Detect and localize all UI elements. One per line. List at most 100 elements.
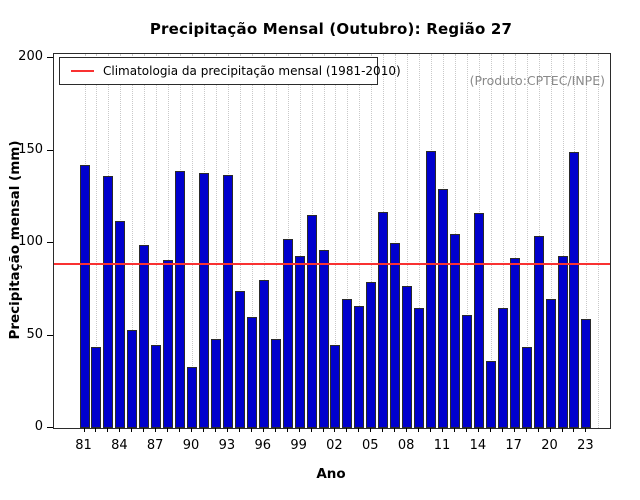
gridline [466, 54, 468, 428]
gridline [359, 54, 361, 428]
x-tick-label: 96 [254, 438, 272, 453]
climatology-line [54, 263, 610, 266]
x-tick [131, 428, 133, 432]
gridline [514, 54, 516, 428]
x-tick [406, 428, 408, 432]
bar-2000 [306, 215, 317, 428]
bar-2016 [497, 307, 508, 428]
x-tick [298, 428, 300, 432]
x-tick [155, 428, 157, 432]
x-tick-label: 90 [182, 438, 200, 453]
gridline [239, 54, 241, 428]
y-axis-title: Precipitação mensal (mm) [7, 140, 23, 340]
gridline [144, 54, 146, 428]
y-tick [47, 334, 53, 336]
x-tick [203, 428, 204, 432]
x-tick-label: 05 [362, 438, 379, 453]
x-axis-title: Ano [316, 466, 346, 482]
x-tick [537, 428, 539, 432]
gridline [550, 54, 552, 428]
bar-1992 [210, 339, 221, 428]
x-tick-label: 23 [577, 438, 594, 453]
bar-2020 [545, 298, 556, 428]
bar-1982 [91, 346, 102, 428]
gridline [275, 54, 277, 428]
gridline [347, 54, 349, 428]
bar-1996 [258, 280, 269, 428]
bar-2023 [581, 318, 592, 428]
x-tick [382, 428, 384, 432]
gridline [323, 54, 325, 428]
legend-line-sample [71, 70, 94, 72]
x-tick [226, 428, 228, 432]
gridline [251, 54, 253, 428]
bar-1983 [103, 176, 114, 428]
bar-2001 [318, 250, 329, 428]
x-tick [167, 428, 169, 432]
x-tick [561, 428, 563, 432]
gridline [96, 54, 98, 428]
gridline [371, 54, 373, 428]
x-tick [358, 428, 360, 432]
x-tick [442, 428, 443, 432]
gridline [562, 54, 564, 428]
plot-area [53, 53, 611, 429]
gridline [502, 54, 504, 428]
bar-1988 [163, 259, 174, 428]
x-tick [143, 428, 145, 432]
y-tick [47, 427, 53, 428]
gridline [586, 54, 588, 428]
bar-2002 [330, 344, 341, 428]
bar-1994 [234, 291, 245, 428]
gridline [419, 54, 421, 428]
x-tick [238, 428, 240, 432]
bar-2017 [509, 257, 520, 428]
bar-2008 [402, 285, 413, 428]
x-tick [107, 428, 109, 432]
gridline [263, 54, 265, 428]
bar-1989 [175, 170, 186, 428]
y-tick-label: 150 [18, 141, 43, 157]
x-tick [250, 428, 252, 432]
bar-1995 [246, 317, 257, 428]
gridline [132, 54, 134, 428]
chart-title: Precipitação Mensal (Outubro): Região 27 [149, 20, 513, 38]
bar-2012 [449, 233, 460, 428]
x-tick-label: 08 [397, 438, 415, 453]
x-tick [525, 428, 527, 432]
x-tick [119, 428, 121, 432]
x-tick [322, 428, 324, 432]
x-tick [286, 428, 288, 432]
bar-2014 [473, 213, 484, 428]
y-tick-label: 50 [26, 326, 43, 342]
x-tick [346, 428, 348, 432]
bar-1981 [79, 165, 90, 428]
x-tick-label: 20 [541, 438, 558, 453]
x-tick-label: 02 [326, 438, 343, 453]
bar-1990 [187, 366, 198, 428]
x-tick [465, 428, 467, 432]
x-tick [489, 428, 491, 432]
x-tick [573, 428, 575, 432]
bar-2009 [414, 307, 425, 428]
bar-1999 [294, 255, 305, 428]
bar-2004 [354, 305, 365, 428]
bar-2013 [461, 315, 472, 428]
x-tick [370, 428, 372, 432]
x-tick [214, 428, 216, 432]
x-tick [95, 428, 97, 432]
x-tick [274, 428, 276, 432]
x-tick [418, 428, 420, 432]
x-tick [191, 428, 193, 432]
gridline [192, 54, 194, 428]
x-tick [513, 428, 515, 432]
y-tick-label: 100 [18, 234, 43, 249]
x-tick [501, 428, 503, 432]
bar-2010 [426, 150, 437, 428]
x-tick-label: 84 [111, 438, 128, 453]
x-tick-label: 93 [218, 438, 236, 453]
bar-1986 [139, 244, 150, 428]
x-tick [549, 428, 551, 432]
bar-1991 [199, 172, 209, 428]
